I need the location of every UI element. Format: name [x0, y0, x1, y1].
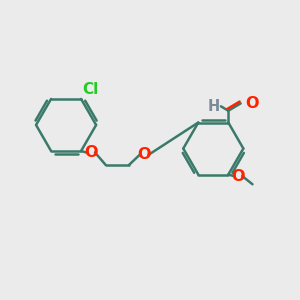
- Text: O: O: [84, 145, 97, 160]
- Text: H: H: [208, 99, 220, 114]
- Text: O: O: [231, 169, 244, 184]
- Text: O: O: [245, 96, 259, 111]
- Text: O: O: [137, 147, 151, 162]
- Text: Cl: Cl: [82, 82, 99, 97]
